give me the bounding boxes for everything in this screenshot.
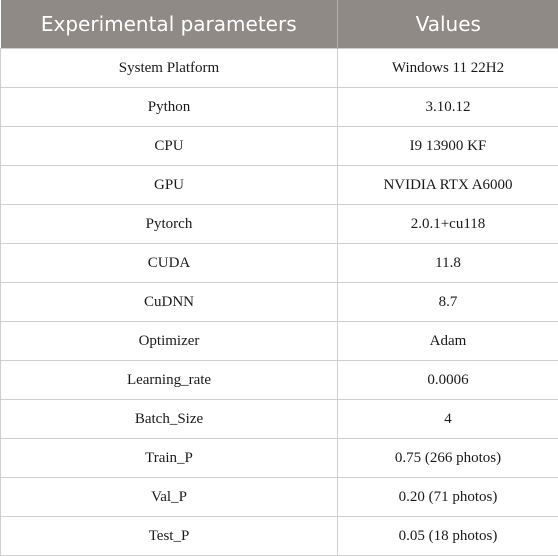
table-row: System Platform Windows 11 22H2 [1,49,558,88]
parameter-value: 0.20 (71 photos) [338,478,558,517]
table-row: CuDNN 8.7 [1,283,558,322]
table-row: Batch_Size 4 [1,400,558,439]
parameter-value: 0.75 (266 photos) [338,439,558,478]
parameter-name: CUDA [1,244,338,283]
table-row: GPU NVIDIA RTX A6000 [1,166,558,205]
table-row: Pytorch 2.0.1+cu118 [1,205,558,244]
parameter-name: Batch_Size [1,400,338,439]
table-row: Val_P 0.20 (71 photos) [1,478,558,517]
parameter-name: CuDNN [1,283,338,322]
table-header-row: Experimental parameters Values [1,0,558,49]
parameter-name: Pytorch [1,205,338,244]
parameter-value: I9 13900 KF [338,127,558,166]
header-values: Values [338,0,558,49]
parameter-name: Learning_rate [1,361,338,400]
table-row: Train_P 0.75 (266 photos) [1,439,558,478]
parameter-value: NVIDIA RTX A6000 [338,166,558,205]
table-row: Learning_rate 0.0006 [1,361,558,400]
table-row: CUDA 11.8 [1,244,558,283]
parameter-name: GPU [1,166,338,205]
parameter-name: Optimizer [1,322,338,361]
parameter-value: 2.0.1+cu118 [338,205,558,244]
parameter-name: CPU [1,127,338,166]
parameter-value: Adam [338,322,558,361]
table-row: CPU I9 13900 KF [1,127,558,166]
parameter-value: 11.8 [338,244,558,283]
parameter-name: Val_P [1,478,338,517]
parameter-name: System Platform [1,49,338,88]
table-row: Optimizer Adam [1,322,558,361]
parameter-value: 4 [338,400,558,439]
table-row: Python 3.10.12 [1,88,558,127]
parameter-name: Train_P [1,439,338,478]
parameter-value: 0.0006 [338,361,558,400]
parameter-name: Python [1,88,338,127]
header-experimental-parameters: Experimental parameters [1,0,338,49]
parameter-value: 8.7 [338,283,558,322]
parameter-value: 3.10.12 [338,88,558,127]
parameter-value: Windows 11 22H2 [338,49,558,88]
